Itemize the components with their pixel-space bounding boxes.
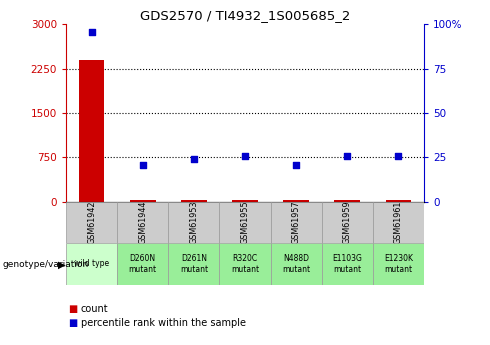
Text: D261N
mutant: D261N mutant bbox=[180, 254, 208, 274]
Bar bbox=[386, 200, 411, 202]
Bar bbox=[66, 243, 117, 285]
Bar bbox=[117, 243, 169, 285]
Text: GSM61955: GSM61955 bbox=[241, 201, 249, 244]
Bar bbox=[373, 202, 424, 243]
Bar bbox=[321, 243, 373, 285]
Text: ■: ■ bbox=[69, 318, 78, 327]
Point bbox=[292, 162, 300, 167]
Text: GSM61953: GSM61953 bbox=[190, 201, 198, 244]
Text: GSM61957: GSM61957 bbox=[292, 201, 300, 244]
Text: genotype/variation: genotype/variation bbox=[2, 260, 89, 269]
Bar bbox=[169, 243, 220, 285]
Point bbox=[139, 162, 147, 168]
Bar bbox=[283, 200, 309, 202]
Bar bbox=[270, 243, 321, 285]
Bar bbox=[373, 243, 424, 285]
Text: GSM61944: GSM61944 bbox=[138, 201, 147, 244]
Bar bbox=[66, 202, 117, 243]
Text: E1103G
mutant: E1103G mutant bbox=[332, 254, 362, 274]
Bar bbox=[220, 202, 270, 243]
Text: GSM61961: GSM61961 bbox=[394, 201, 403, 244]
Bar bbox=[220, 243, 270, 285]
Bar bbox=[130, 200, 156, 202]
Text: percentile rank within the sample: percentile rank within the sample bbox=[81, 318, 246, 327]
Text: ▶: ▶ bbox=[58, 259, 65, 269]
Bar bbox=[79, 60, 104, 202]
Text: GSM61942: GSM61942 bbox=[87, 201, 96, 244]
Bar bbox=[117, 202, 169, 243]
Point bbox=[394, 153, 402, 158]
Title: GDS2570 / TI4932_1S005685_2: GDS2570 / TI4932_1S005685_2 bbox=[140, 9, 350, 22]
Text: count: count bbox=[81, 304, 108, 314]
Text: E1230K
mutant: E1230K mutant bbox=[384, 254, 413, 274]
Bar bbox=[232, 200, 258, 202]
Point bbox=[241, 153, 249, 158]
Text: wild type: wild type bbox=[74, 259, 109, 268]
Text: ■: ■ bbox=[69, 304, 78, 314]
Point bbox=[190, 156, 198, 161]
Bar bbox=[270, 202, 321, 243]
Bar bbox=[321, 202, 373, 243]
Bar bbox=[181, 200, 207, 202]
Text: R320C
mutant: R320C mutant bbox=[231, 254, 259, 274]
Bar bbox=[334, 200, 360, 202]
Text: N488D
mutant: N488D mutant bbox=[282, 254, 310, 274]
Text: GSM61959: GSM61959 bbox=[343, 201, 352, 244]
Point bbox=[88, 29, 96, 34]
Point bbox=[343, 153, 351, 158]
Bar bbox=[169, 202, 220, 243]
Text: D260N
mutant: D260N mutant bbox=[129, 254, 157, 274]
